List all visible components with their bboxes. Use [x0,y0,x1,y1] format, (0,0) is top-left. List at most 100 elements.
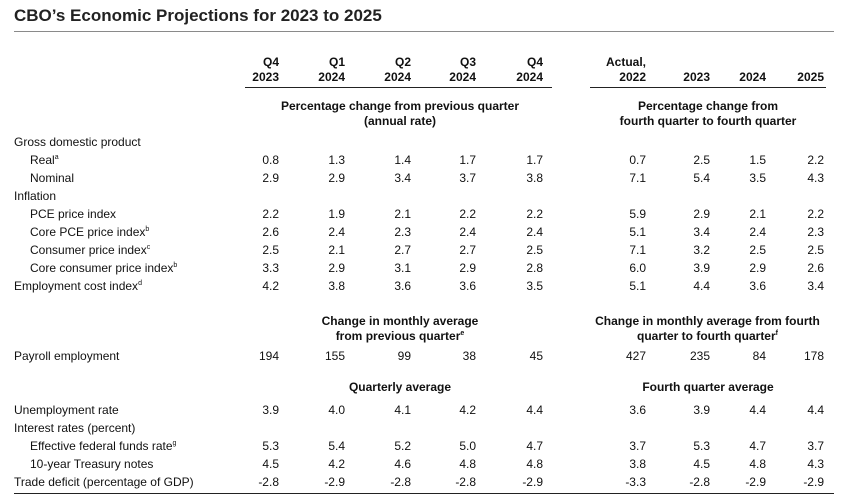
row-label-text: Real [30,153,55,167]
table-cell: 0.7 [629,153,646,167]
table-cell: 4.1 [394,403,411,417]
table-cell: 155 [324,349,345,363]
table-cell: 194 [258,349,279,363]
table-cell: 3.9 [693,261,710,275]
table-cell: -2.9 [803,475,824,489]
section-header-quarterly-average: Quarterly average [348,380,452,394]
section-header-line: fourth quarter to fourth quarter [619,114,797,128]
table-cell: 4.0 [328,403,345,417]
column-header-actual-2022: Actual, 2022 [606,55,646,85]
table-cell: 2.4 [526,225,543,239]
row-label: Consumer price indexc [30,241,150,259]
table-cell: 2.6 [262,225,279,239]
table-row-pce: PCE price index 2.2 1.9 2.1 2.2 2.2 5.9 … [0,205,850,223]
table-cell: 2.2 [459,207,476,221]
row-label: PCE price index [30,207,117,221]
table-cell: 4.2 [328,457,345,471]
row-label: Payroll employment [14,349,120,363]
table-cell: 3.2 [693,243,710,257]
table-cell: 3.3 [262,261,279,275]
table-cell: 3.8 [328,279,345,293]
table-cell: 1.7 [459,153,476,167]
row-label-text: Effective federal funds rate [30,439,173,453]
table-cell: 2.8 [526,261,543,275]
table-row-real: Reala 0.8 1.3 1.4 1.7 1.7 0.7 2.5 1.5 2.… [0,151,850,169]
footnote-marker: b [173,262,178,269]
table-cell: 4.4 [807,403,824,417]
table-cell: 4.3 [807,171,824,185]
table-cell: 2.2 [807,207,824,221]
table-cell: 1.7 [526,153,543,167]
row-label: Gross domestic product [14,135,141,149]
column-header-line2: 2024 [516,70,543,84]
table-cell: 5.1 [629,279,646,293]
column-header-q4-2024: Q4 2024 [516,55,543,85]
column-header-line2: 2022 [619,70,646,84]
table-cell: 3.4 [394,171,411,185]
row-label: Effective federal funds rateg [30,437,176,455]
table-cell: 427 [625,349,646,363]
table-cell: 2.6 [807,261,824,275]
section-header-annual-change: Change in monthly average from fourth qu… [575,314,840,344]
table-row-core-cpi: Core consumer price indexb 3.3 2.9 3.1 2… [0,259,850,277]
section-header-line: Percentage change from [637,99,779,113]
table-cell: 2.9 [328,261,345,275]
column-header-q1-2024: Q1 2024 [318,55,345,85]
row-label: Nominal [30,171,75,185]
footnote-marker: g [172,440,177,447]
table-cell: 2.4 [749,225,766,239]
row-label: Inflation [14,189,57,203]
column-header-2025: 2025 [797,55,824,85]
column-header-line1: Q3 [459,55,476,69]
table-cell: 4.4 [693,279,710,293]
table-cell: 3.4 [807,279,824,293]
section-header-quarterly-change: Change in monthly average from previous … [290,314,510,344]
table-cell: 5.4 [693,171,710,185]
column-header-2024: 2024 [739,55,766,85]
table-cell: 1.9 [328,207,345,221]
section-header-line: quarter to fourth quarterf [575,329,840,344]
table-row-trade-deficit: Trade deficit (percentage of GDP) -2.8 -… [0,473,850,491]
table-row-treasury: 10-year Treasury notes 4.5 4.2 4.6 4.8 4… [0,455,850,473]
table-cell: 2.7 [394,243,411,257]
table-cell: 1.5 [749,153,766,167]
section-header-quarterly-pct: Percentage change from previous quarter … [265,99,535,129]
row-label-text: Core consumer price index [30,261,174,275]
row-label: Core consumer price indexb [30,259,177,277]
section-header-line: Percentage change from previous quarter [280,99,520,113]
table-cell: 3.7 [629,439,646,453]
footnote-marker: c [146,244,151,251]
table-cell: 6.0 [629,261,646,275]
table-cell: 2.7 [459,243,476,257]
column-header-line1: Q4 [526,55,543,69]
top-rule [14,31,834,32]
table-cell: 4.5 [262,457,279,471]
table-cell: 84 [752,349,766,363]
table-cell: 2.1 [749,207,766,221]
section-header-line: (annual rate) [363,114,436,128]
table-row-inflation: Inflation [0,187,850,205]
column-header-2023: 2023 [683,55,710,85]
column-header-line2: 2023 [252,70,279,84]
row-label: Reala [30,151,59,169]
table-cell: 5.3 [693,439,710,453]
table-cell: 4.4 [749,403,766,417]
table-cell: 3.6 [629,403,646,417]
table-cell: -2.8 [455,475,476,489]
row-label: Trade deficit (percentage of GDP) [14,475,194,489]
footnote-marker: b [145,226,150,233]
table-cell: 2.4 [459,225,476,239]
table-row-fed-funds: Effective federal funds rateg 5.3 5.4 5.… [0,437,850,455]
page-title: CBO’s Economic Projections for 2023 to 2… [14,6,382,25]
table-cell: 5.2 [394,439,411,453]
table-cell: 2.2 [807,153,824,167]
table-cell: 5.3 [262,439,279,453]
table-cell: 7.1 [629,243,646,257]
table-cell: 2.5 [262,243,279,257]
footnote-marker: d [138,280,142,287]
section-header-fourth-quarter-average: Fourth quarter average [642,380,774,394]
footnote-marker: e [460,330,465,337]
table-row-nominal: Nominal 2.9 2.9 3.4 3.7 3.8 7.1 5.4 3.5 … [0,169,850,187]
table-cell: 0.8 [262,153,279,167]
table-cell: -2.8 [258,475,279,489]
